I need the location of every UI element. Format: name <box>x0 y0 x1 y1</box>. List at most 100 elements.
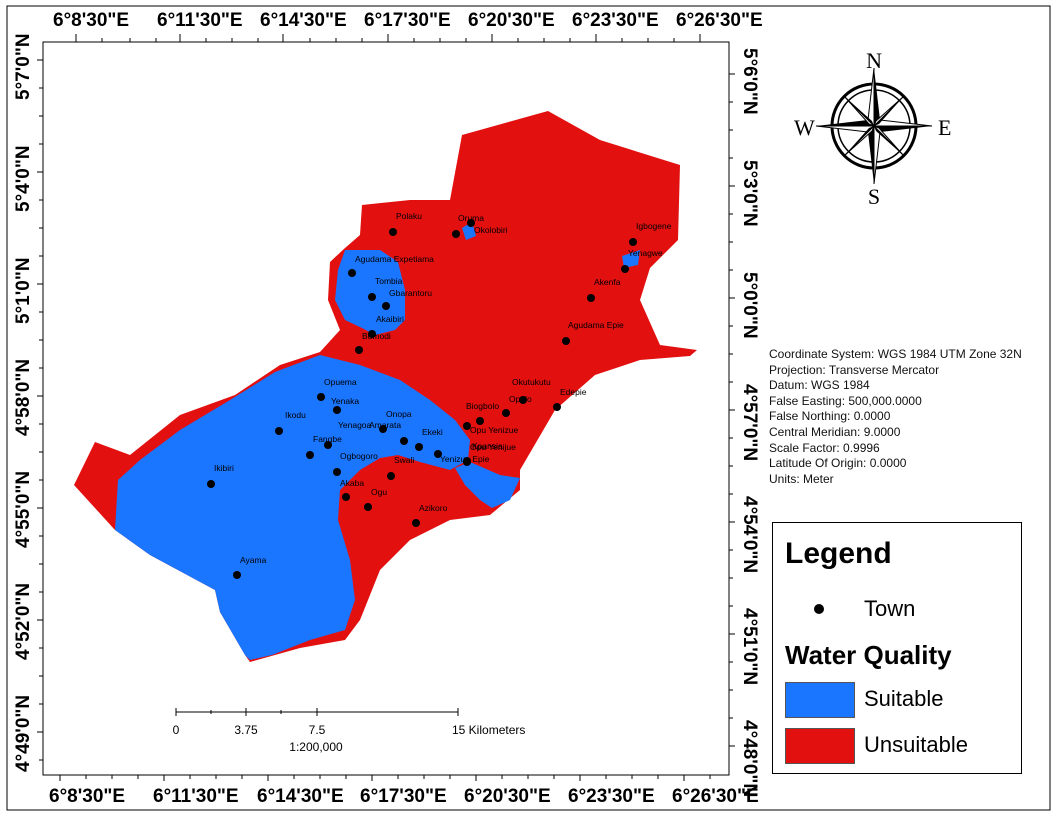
town-point-icon <box>629 238 637 246</box>
town-label: Azikoro <box>419 503 448 513</box>
legend-water-quality-title: Water Quality <box>785 640 952 670</box>
legend-unsuitable-label: Unsuitable <box>864 732 968 757</box>
town-label: Fangbe <box>313 434 342 444</box>
town-label: Ogbogoro <box>340 451 378 461</box>
town-point-icon <box>434 450 442 458</box>
info-line: Datum: WGS 1984 <box>769 378 870 393</box>
scale-ratio: 1:200,000 <box>289 740 343 754</box>
top-coord-label: 6°20'30"E <box>468 10 555 31</box>
town-label: Onopa <box>386 409 412 419</box>
bottom-coord-label: 6°14'30"E <box>257 786 344 807</box>
legend-unsuitable-swatch <box>785 728 855 764</box>
top-coord-label: 6°14'30"E <box>260 10 347 31</box>
left-coord-label: 5°7'0"N <box>13 33 34 100</box>
town-label: Ayama <box>240 555 267 565</box>
town-label: Okolobiri <box>474 225 508 235</box>
town-label: Ekeki <box>422 427 443 437</box>
town-point-icon <box>324 441 332 449</box>
town-point-icon <box>306 451 314 459</box>
town-label: Akaba <box>340 478 364 488</box>
right-coord-label: 5°6'0"N <box>739 48 760 115</box>
scale-bar: 0 3.75 7.5 15 Kilometers 1:200,000 <box>173 708 525 754</box>
top-coord-label: 6°11'30"E <box>157 10 243 31</box>
town-point-icon <box>342 493 350 501</box>
info-line: Projection: Transverse Mercator <box>769 362 940 377</box>
town-point-icon <box>553 403 561 411</box>
town-label: Amarata <box>369 420 401 430</box>
town-point-icon <box>502 409 510 417</box>
town-point-icon <box>463 422 471 430</box>
top-coord-label: 6°23'30"E <box>572 10 659 31</box>
right-coord-label: 4°48'0"N <box>739 720 760 798</box>
town-point-icon <box>368 330 376 338</box>
top-coord-label: 6°26'30"E <box>676 10 763 31</box>
legend-town-label: Town <box>864 596 916 621</box>
town-point-icon <box>519 396 527 404</box>
outer-frame <box>6 5 1051 811</box>
right-coord-label: 5°0'0"N <box>739 272 760 339</box>
town-label: Bumodi <box>362 331 391 341</box>
town-point-icon <box>368 293 376 301</box>
town-label: Edepie <box>560 387 587 397</box>
info-line: False Easting: 500,000.0000 <box>769 393 922 408</box>
town-label: Ikibiri <box>214 463 234 473</box>
scale-label-3-75: 3.75 <box>234 723 258 737</box>
town-label: Biogbolo <box>466 401 499 411</box>
left-coord-label: 4°58'0"N <box>13 358 34 436</box>
town-label: Oruma <box>458 213 484 223</box>
town-point-icon <box>382 302 390 310</box>
town-label: Opuema <box>324 377 357 387</box>
town-label: Akenfa <box>594 277 621 287</box>
town-point-icon <box>452 230 460 238</box>
legend-suitable-swatch <box>785 682 855 718</box>
bottom-coord-label: 6°17'30"E <box>360 786 447 807</box>
bottom-ticks <box>59 775 711 781</box>
bottom-coord-label: 6°26'30"E <box>672 786 759 807</box>
town-point-icon <box>333 406 341 414</box>
town-point-icon <box>587 294 595 302</box>
town-label: Swali <box>394 455 414 465</box>
town-point-icon <box>387 472 395 480</box>
town-point-icon <box>348 269 356 277</box>
compass-w: W <box>794 115 815 140</box>
town-point-icon <box>389 228 397 236</box>
town-symbol-icon <box>814 604 824 614</box>
bottom-coord-label: 6°20'30"E <box>464 786 551 807</box>
town-label: Yenizue Epie <box>440 454 490 464</box>
suitable-region-east <box>455 462 520 508</box>
bottom-coord-label: 6°8'30"E <box>49 786 126 807</box>
towns-layer: Polaku Oruma Okolobiri Igbogene Yenagwe Aguda… <box>207 211 672 579</box>
scale-label-15: 15 Kilometers <box>452 723 525 737</box>
left-coord-label: 4°52'0"N <box>13 582 34 660</box>
town-point-icon <box>621 265 629 273</box>
town-label: Igbogene <box>636 221 672 231</box>
town-label: Polaku <box>396 211 422 221</box>
town-label: Kpansia <box>472 441 503 451</box>
right-ticks <box>729 73 735 747</box>
town-point-icon <box>364 503 372 511</box>
town-label: Opu Yenizue <box>470 425 518 435</box>
right-coord-label: 4°57'0"N <box>739 384 760 462</box>
top-ticks <box>75 34 701 42</box>
town-point-icon <box>317 393 325 401</box>
town-label: Okutukutu <box>512 377 551 387</box>
town-point-icon <box>562 337 570 345</box>
compass-e: E <box>938 115 951 140</box>
town-label: Ogu <box>371 487 387 497</box>
town-point-icon <box>333 468 341 476</box>
suitable-patch-yenagwe <box>622 250 640 268</box>
left-coord-label: 4°55'0"N <box>13 470 34 548</box>
legend-suitable-label: Suitable <box>864 686 944 711</box>
town-label: Agudama Expetiama <box>355 254 434 264</box>
scale-label-7-5: 7.5 <box>309 723 326 737</box>
town-point-icon <box>379 425 387 433</box>
town-label: Tombia <box>375 276 403 286</box>
town-point-icon <box>275 427 283 435</box>
bottom-coord-label: 6°11'30"E <box>153 786 239 807</box>
info-line: Scale Factor: 0.9996 <box>769 440 880 455</box>
left-ticks <box>37 59 43 761</box>
town-label: Opu Yenijue <box>470 442 516 452</box>
top-coord-label: 6°17'30"E <box>364 10 451 31</box>
info-line: False Northing: 0.0000 <box>769 409 891 424</box>
